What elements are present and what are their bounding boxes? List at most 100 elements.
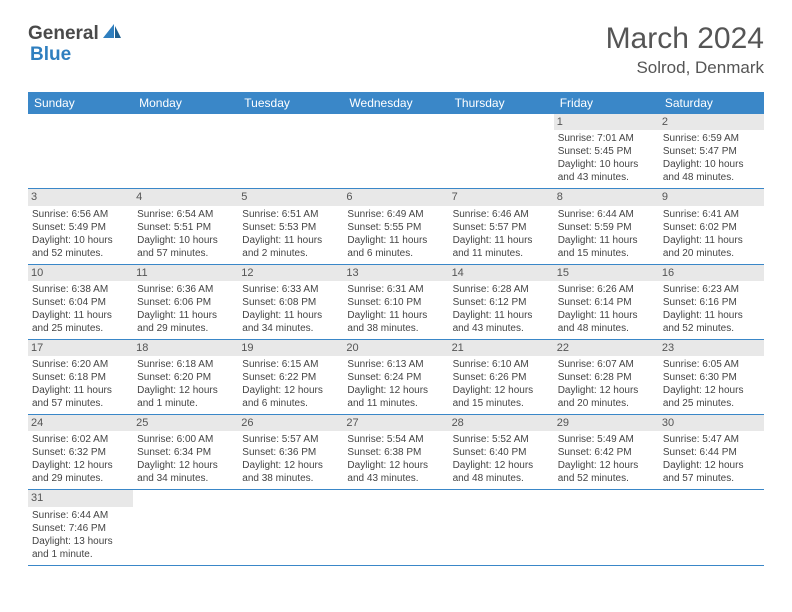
calendar-cell: 25Sunrise: 6:00 AMSunset: 6:34 PMDayligh…	[133, 415, 238, 490]
daylight-text: Daylight: 12 hours and 48 minutes.	[453, 459, 550, 485]
calendar-cell: 12 Sunrise: 6:33 AMSunset: 6:08 PMDayligh…	[238, 264, 343, 339]
sunset-text: Sunset: 6:14 PM	[558, 296, 655, 309]
dayname-header: Monday	[133, 92, 238, 114]
day-number: 12	[238, 265, 343, 281]
calendar-cell	[449, 490, 554, 565]
day-info: Sunrise: 5:52 AMSunset: 6:40 PMDaylight:…	[453, 433, 550, 485]
day-info: Sunrise: 6:36 AMSunset: 6:06 PMDaylight:…	[137, 283, 234, 335]
day-info: Sunrise: 6:00 AMSunset: 6:34 PMDaylight:…	[137, 433, 234, 485]
daylight-text: Daylight: 12 hours and 29 minutes.	[32, 459, 129, 485]
day-number: 3	[28, 189, 133, 205]
daylight-text: Daylight: 11 hours and 34 minutes.	[242, 309, 339, 335]
day-info: Sunrise: 6:31 AMSunset: 6:10 PMDaylight:…	[347, 283, 444, 335]
sunset-text: Sunset: 6:44 PM	[663, 446, 760, 459]
day-number: 20	[343, 340, 448, 356]
calendar-cell: 11Sunrise: 6:36 AMSunset: 6:06 PMDayligh…	[133, 264, 238, 339]
daylight-text: Daylight: 12 hours and 1 minute.	[137, 384, 234, 410]
calendar-cell: 4Sunrise: 6:54 AMSunset: 5:51 PMDaylight…	[133, 189, 238, 264]
calendar-cell: 20Sunrise: 6:13 AMSunset: 6:24 PMDayligh…	[343, 339, 448, 414]
day-info: Sunrise: 6:10 AMSunset: 6:26 PMDaylight:…	[453, 358, 550, 410]
day-number: 24	[28, 415, 133, 431]
sunset-text: Sunset: 6:20 PM	[137, 371, 234, 384]
dayname-header: Wednesday	[343, 92, 448, 114]
daylight-text: Daylight: 12 hours and 15 minutes.	[453, 384, 550, 410]
day-number: 29	[554, 415, 659, 431]
dayname-header: Tuesday	[238, 92, 343, 114]
day-info: Sunrise: 6:44 AMSunset: 7:46 PMDaylight:…	[32, 509, 129, 561]
calendar-cell	[133, 490, 238, 565]
day-info: Sunrise: 6:41 AMSunset: 6:02 PMDaylight:…	[663, 208, 760, 260]
calendar-cell: 28Sunrise: 5:52 AMSunset: 6:40 PMDayligh…	[449, 415, 554, 490]
daylight-text: Daylight: 11 hours and 48 minutes.	[558, 309, 655, 335]
day-info: Sunrise: 5:54 AMSunset: 6:38 PMDaylight:…	[347, 433, 444, 485]
location: Solrod, Denmark	[606, 58, 764, 78]
day-info: Sunrise: 6:44 AMSunset: 5:59 PMDaylight:…	[558, 208, 655, 260]
sunrise-text: Sunrise: 6:51 AM	[242, 208, 339, 221]
dayname-header: Friday	[554, 92, 659, 114]
day-number: 2	[659, 114, 764, 130]
daylight-text: Daylight: 13 hours and 1 minute.	[32, 535, 129, 561]
sunset-text: Sunset: 6:36 PM	[242, 446, 339, 459]
sunset-text: Sunset: 6:12 PM	[453, 296, 550, 309]
sunrise-text: Sunrise: 6:02 AM	[32, 433, 129, 446]
sunrise-text: Sunrise: 6:00 AM	[137, 433, 234, 446]
calendar-cell	[343, 490, 448, 565]
sunset-text: Sunset: 6:22 PM	[242, 371, 339, 384]
calendar-cell	[343, 114, 448, 189]
dayname-header: Thursday	[449, 92, 554, 114]
sunset-text: Sunset: 5:59 PM	[558, 221, 655, 234]
sunrise-text: Sunrise: 6:38 AM	[32, 283, 129, 296]
day-info: Sunrise: 6:20 AMSunset: 6:18 PMDaylight:…	[32, 358, 129, 410]
calendar-cell: 13Sunrise: 6:31 AMSunset: 6:10 PMDayligh…	[343, 264, 448, 339]
daylight-text: Daylight: 10 hours and 52 minutes.	[32, 234, 129, 260]
month-title: March 2024	[606, 22, 764, 56]
day-number: 23	[659, 340, 764, 356]
sunrise-text: Sunrise: 6:13 AM	[347, 358, 444, 371]
daylight-text: Daylight: 11 hours and 52 minutes.	[663, 309, 760, 335]
sunset-text: Sunset: 6:30 PM	[663, 371, 760, 384]
sunset-text: Sunset: 6:28 PM	[558, 371, 655, 384]
day-info: Sunrise: 6:33 AMSunset: 6:08 PMDaylight:…	[242, 283, 339, 335]
sunset-text: Sunset: 6:06 PM	[137, 296, 234, 309]
sunrise-text: Sunrise: 6:18 AM	[137, 358, 234, 371]
sunrise-text: Sunrise: 6:05 AM	[663, 358, 760, 371]
sunrise-text: Sunrise: 6:54 AM	[137, 208, 234, 221]
sunset-text: Sunset: 6:10 PM	[347, 296, 444, 309]
sunset-text: Sunset: 5:45 PM	[558, 145, 655, 158]
sunrise-text: Sunrise: 5:54 AM	[347, 433, 444, 446]
sunrise-text: Sunrise: 6:10 AM	[453, 358, 550, 371]
calendar-cell: 21Sunrise: 6:10 AMSunset: 6:26 PMDayligh…	[449, 339, 554, 414]
calendar-cell: 5Sunrise: 6:51 AMSunset: 5:53 PMDaylight…	[238, 189, 343, 264]
sunset-text: Sunset: 6:34 PM	[137, 446, 234, 459]
sunrise-text: Sunrise: 6:20 AM	[32, 358, 129, 371]
day-info: Sunrise: 7:01 AMSunset: 5:45 PMDaylight:…	[558, 132, 655, 184]
daylight-text: Daylight: 11 hours and 15 minutes.	[558, 234, 655, 260]
calendar-cell: 19Sunrise: 6:15 AMSunset: 6:22 PMDayligh…	[238, 339, 343, 414]
sunset-text: Sunset: 6:18 PM	[32, 371, 129, 384]
sunset-text: Sunset: 6:02 PM	[663, 221, 760, 234]
sunrise-text: Sunrise: 6:44 AM	[32, 509, 129, 522]
sunrise-text: Sunrise: 6:44 AM	[558, 208, 655, 221]
day-info: Sunrise: 6:51 AMSunset: 5:53 PMDaylight:…	[242, 208, 339, 260]
day-info: Sunrise: 6:05 AMSunset: 6:30 PMDaylight:…	[663, 358, 760, 410]
day-number: 18	[133, 340, 238, 356]
logo: General	[28, 22, 125, 45]
daylight-text: Daylight: 12 hours and 20 minutes.	[558, 384, 655, 410]
sunset-text: Sunset: 6:32 PM	[32, 446, 129, 459]
daylight-text: Daylight: 11 hours and 57 minutes.	[32, 384, 129, 410]
daylight-text: Daylight: 10 hours and 57 minutes.	[137, 234, 234, 260]
calendar-cell: 7Sunrise: 6:46 AMSunset: 5:57 PMDaylight…	[449, 189, 554, 264]
calendar-cell: 3Sunrise: 6:56 AMSunset: 5:49 PMDaylight…	[28, 189, 133, 264]
daylight-text: Daylight: 11 hours and 43 minutes.	[453, 309, 550, 335]
calendar-cell: 1Sunrise: 7:01 AMSunset: 5:45 PMDaylight…	[554, 114, 659, 189]
day-number: 14	[449, 265, 554, 281]
sunrise-text: Sunrise: 6:07 AM	[558, 358, 655, 371]
sunrise-text: Sunrise: 6:26 AM	[558, 283, 655, 296]
daylight-text: Daylight: 11 hours and 11 minutes.	[453, 234, 550, 260]
daylight-text: Daylight: 12 hours and 38 minutes.	[242, 459, 339, 485]
sunrise-text: Sunrise: 5:47 AM	[663, 433, 760, 446]
calendar-cell: 30Sunrise: 5:47 AMSunset: 6:44 PMDayligh…	[659, 415, 764, 490]
day-info: Sunrise: 6:23 AMSunset: 6:16 PMDaylight:…	[663, 283, 760, 335]
calendar-cell	[238, 114, 343, 189]
sunrise-text: Sunrise: 6:23 AM	[663, 283, 760, 296]
